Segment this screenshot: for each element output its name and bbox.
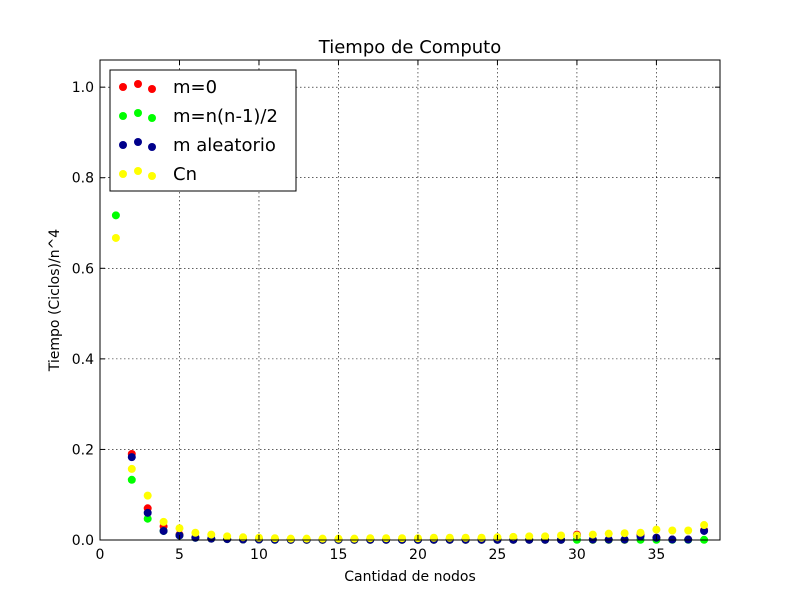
data-point: [111, 211, 120, 220]
x-tick-label: 35: [647, 547, 665, 563]
data-point: [302, 534, 311, 543]
data-point: [668, 526, 677, 535]
data-point: [207, 530, 216, 539]
data-point: [159, 517, 168, 526]
data-point: [270, 534, 279, 543]
data-point: [159, 526, 168, 535]
legend-marker: [148, 85, 156, 93]
data-point: [318, 534, 327, 543]
data-point: [143, 514, 152, 523]
legend-marker: [148, 172, 156, 180]
data-point: [143, 491, 152, 500]
data-point: [127, 464, 136, 473]
legend-marker: [119, 141, 127, 149]
data-point: [111, 233, 120, 242]
legend-marker: [148, 143, 156, 151]
legend-label: m=n(n-1)/2: [173, 106, 278, 127]
legend-marker: [119, 170, 127, 178]
data-point: [223, 532, 232, 541]
data-point: [477, 533, 486, 542]
data-point: [286, 534, 295, 543]
y-tick-label: 0.6: [72, 261, 94, 277]
legend-label: m aleatorio: [173, 135, 276, 156]
data-point: [382, 534, 391, 543]
legend-marker: [119, 112, 127, 120]
data-points: [111, 211, 709, 544]
data-point: [191, 528, 200, 537]
data-point: [636, 528, 645, 537]
plot-area: [99, 59, 721, 541]
legend: m=0 m=n(n-1)/2 m aleatorio Cn: [109, 69, 297, 192]
data-point: [366, 534, 375, 543]
chart-title: Tiempo de Computo: [318, 37, 501, 58]
data-point: [127, 453, 136, 462]
data-point: [175, 524, 184, 533]
data-point: [143, 508, 152, 517]
data-point: [461, 533, 470, 542]
axis-ticks: 0 5 10 15 20 25 30 35 0.0 0.2 0.4 0.6 0.8 1.0: [72, 60, 720, 563]
legend-marker: [148, 114, 156, 122]
legend-marker: [134, 167, 142, 175]
y-tick-label: 0.8: [72, 171, 94, 187]
x-tick-label: 5: [175, 547, 184, 563]
data-point: [509, 532, 518, 541]
x-tick-label: 15: [330, 547, 348, 563]
data-point: [127, 475, 136, 484]
legend-label: Cn: [173, 164, 197, 185]
legend-label: m=0: [173, 77, 217, 98]
x-tick-label: 0: [96, 547, 105, 563]
legend-marker: [134, 80, 142, 88]
y-tick-label: 1.0: [72, 80, 94, 96]
x-tick-label: 30: [568, 547, 586, 563]
data-point: [588, 530, 597, 539]
data-point: [700, 521, 709, 530]
y-tick-label: 0.4: [72, 352, 94, 368]
data-point: [604, 529, 613, 538]
data-point: [445, 533, 454, 542]
y-tick-label: 0.0: [72, 533, 94, 549]
data-point: [684, 526, 693, 535]
data-point: [620, 529, 629, 538]
x-axis-label: Cantidad de nodos: [344, 569, 476, 585]
data-point: [652, 525, 661, 534]
data-point: [350, 534, 359, 543]
legend-marker: [119, 83, 127, 91]
legend-marker: [134, 138, 142, 146]
x-tick-label: 10: [250, 547, 268, 563]
data-point: [557, 531, 566, 540]
y-axis-label: Tiempo (Ciclos)/n^4: [47, 229, 63, 373]
x-tick-label: 25: [489, 547, 507, 563]
x-tick-label: 20: [409, 547, 427, 563]
legend-marker: [134, 109, 142, 117]
data-point: [541, 532, 550, 541]
data-point: [429, 533, 438, 542]
data-point: [398, 534, 407, 543]
data-point: [700, 526, 709, 535]
data-point: [525, 532, 534, 541]
y-tick-label: 0.2: [72, 442, 94, 458]
data-point: [239, 533, 248, 542]
